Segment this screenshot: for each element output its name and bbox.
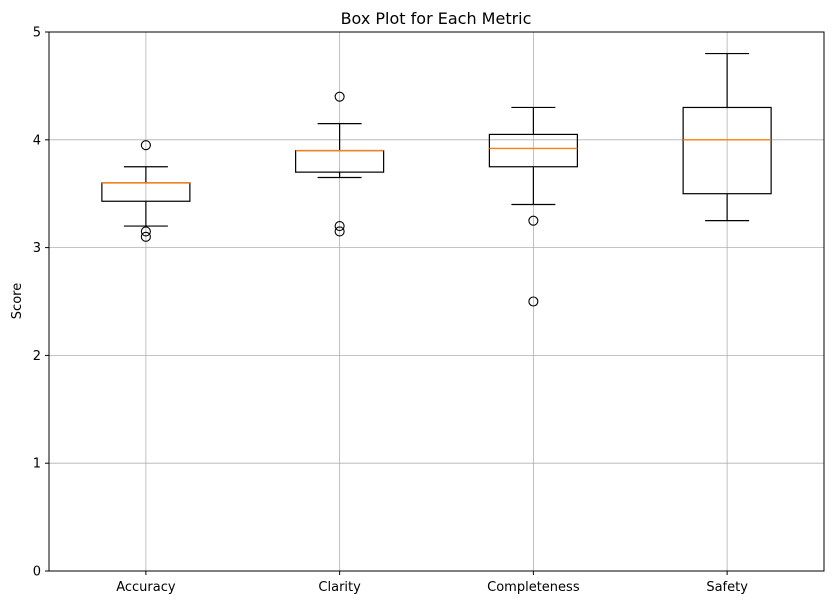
outlier-point [140,226,151,237]
box-completeness [488,106,578,307]
box-accuracy [101,140,191,242]
y-tick-label: 4 [33,133,41,148]
y-tick-label: 5 [33,26,41,41]
y-axis-label: Score [10,283,25,319]
x-tick-label: Accuracy [116,580,176,595]
outlier-point [140,231,151,242]
iqr-box [682,106,772,195]
plot-frame [48,31,825,572]
y-tick-label: 1 [33,457,41,472]
outlier-point [334,226,345,237]
grid-lines [49,31,824,572]
box-safety [682,52,772,222]
outlier-point [334,91,345,102]
x-tick-label: Completeness [487,580,580,595]
outlier-point [140,140,151,151]
y-tick-label: 3 [33,241,41,256]
chart-title: Box Plot for Each Metric [341,9,532,28]
x-tick-label: Clarity [318,580,361,595]
axis-ticks: 0 1 2 3 4 5 Accuracy Clarity Completeness Safety [33,26,748,596]
x-tick-label: Safety [706,580,748,595]
outlier-point [528,215,539,226]
box-clarity [295,91,385,237]
y-tick-label: 0 [33,565,41,580]
outlier-point [528,296,539,307]
outlier-point [334,220,345,232]
boxes [101,52,772,307]
y-tick-label: 2 [33,349,41,364]
iqr-box [488,133,578,168]
